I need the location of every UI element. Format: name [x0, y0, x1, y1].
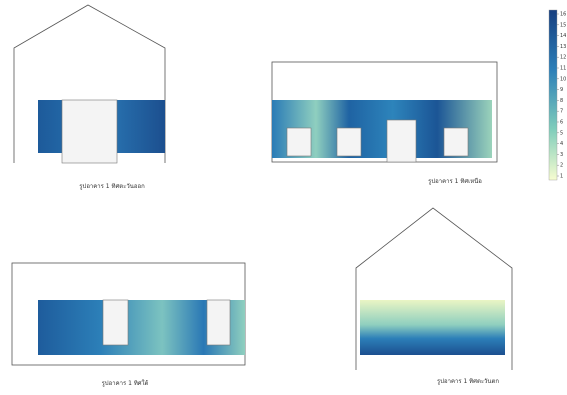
- tick-label: 15: [560, 22, 566, 28]
- caption: รูปอาคาร 1 ทิศใต้: [102, 379, 149, 387]
- tick-label: 16: [560, 12, 566, 18]
- caption: รูปอาคาร 1 ทิศตะวันตก: [437, 378, 499, 385]
- heatmap: [360, 300, 505, 355]
- tick-label: 5: [560, 130, 563, 136]
- tick-label: 10: [560, 76, 566, 82]
- tick-label: 2: [560, 163, 563, 169]
- caption: รูปอาคาร 1 ทิศตะวันออก: [79, 183, 145, 190]
- window: [206, 299, 231, 346]
- colorbar-ticks: 16 15 14 13 12 11 10 9 8 7 6 5 4 3 2 1: [557, 12, 566, 180]
- colorbar: [548, 9, 558, 181]
- panel-north: รูปอาคาร 1 ทิศเหนือ: [271, 61, 498, 185]
- tick-label: 8: [560, 98, 563, 104]
- caption: รูปอาคาร 1 ทิศเหนือ: [428, 177, 482, 185]
- door: [386, 119, 417, 163]
- window: [102, 299, 129, 346]
- outline: [355, 207, 513, 370]
- tick-label: 12: [560, 55, 566, 61]
- window: [286, 127, 312, 157]
- outline: [13, 4, 166, 163]
- window: [336, 127, 362, 157]
- tick-label: 4: [560, 141, 563, 147]
- tick-label: 13: [560, 44, 566, 50]
- tick-label: 1: [560, 174, 563, 180]
- tick-label: 14: [560, 33, 566, 39]
- panel-west: รูปอาคาร 1 ทิศตะวันตก: [355, 207, 513, 385]
- tick-label: 3: [560, 152, 563, 158]
- window: [443, 127, 469, 157]
- tick-label: 6: [560, 120, 563, 126]
- tick-label: 11: [560, 66, 566, 72]
- panel-east: รูปอาคาร 1 ทิศตะวันออก: [13, 4, 166, 190]
- panel-south: รูปอาคาร 1 ทิศใต้: [11, 262, 246, 387]
- door: [61, 99, 118, 164]
- tick-label: 9: [560, 87, 563, 93]
- tick-label: 7: [560, 109, 563, 115]
